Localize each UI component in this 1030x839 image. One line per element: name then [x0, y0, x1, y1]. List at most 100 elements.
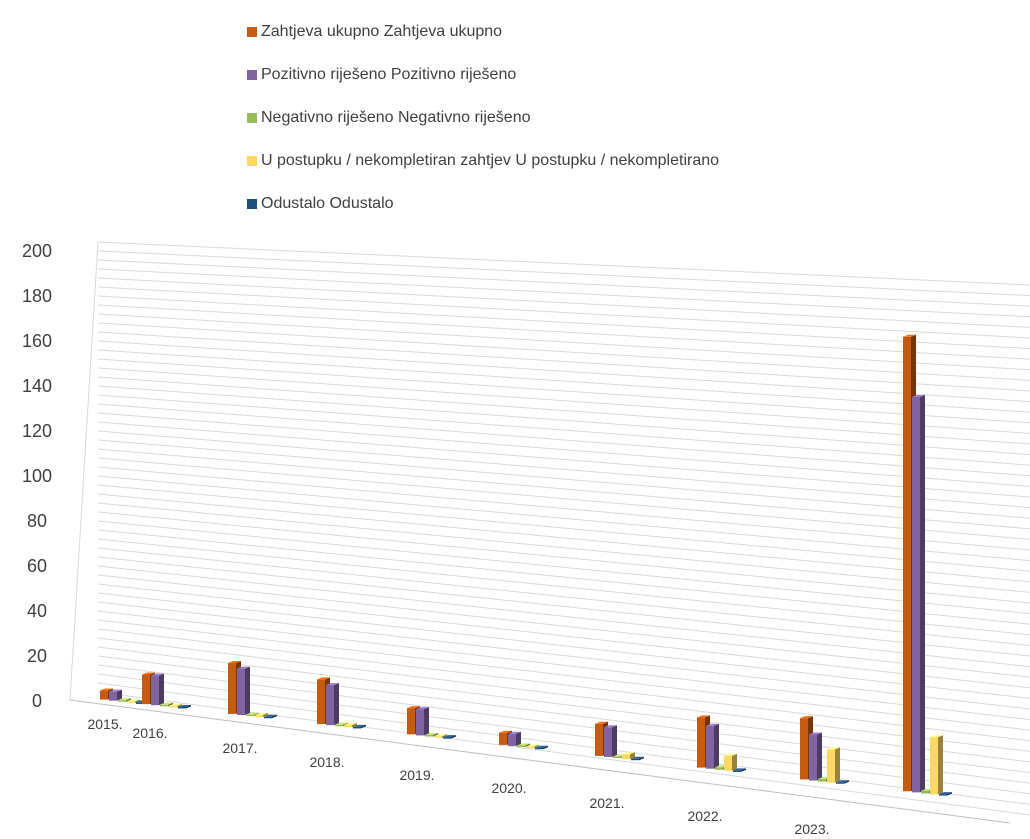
gridline — [97, 664, 1030, 784]
gridline — [97, 583, 1030, 689]
bar-top — [604, 725, 617, 728]
gridline — [97, 241, 1030, 286]
y-tick-label: 200 — [22, 241, 52, 261]
x-tick-label: 2020. — [491, 780, 526, 796]
y-tick-label: 140 — [22, 376, 52, 396]
bar-side — [630, 752, 635, 760]
bar — [425, 735, 433, 737]
bar — [836, 782, 844, 784]
bar-side — [534, 744, 539, 749]
bar-top — [508, 731, 521, 734]
bar — [724, 755, 732, 771]
gridline — [97, 511, 1030, 604]
bar-side — [835, 747, 840, 783]
bar — [416, 709, 424, 736]
bar-top — [434, 734, 447, 737]
bar-top — [264, 714, 277, 717]
gridline — [97, 421, 1030, 498]
bar-top — [499, 730, 512, 733]
bar-top — [595, 721, 608, 724]
gridline — [97, 412, 1030, 487]
bar-top — [733, 768, 746, 771]
gridline — [97, 385, 1030, 456]
bar — [127, 701, 135, 703]
bar — [733, 770, 741, 772]
bar — [622, 754, 630, 760]
gridline — [97, 286, 1030, 339]
bar-top — [228, 660, 241, 663]
bar — [827, 749, 835, 783]
bar — [136, 702, 144, 704]
bar-top — [407, 706, 420, 709]
bar — [109, 691, 117, 701]
bar-side — [525, 743, 530, 748]
bar-top — [127, 699, 140, 702]
bar-top — [416, 707, 429, 710]
legend-item-u-postupku: U postupku / nekompletiran zahtjev U pos… — [247, 139, 719, 182]
bar — [535, 747, 543, 750]
bar-side — [334, 683, 339, 726]
bar — [317, 679, 325, 725]
bar-top — [255, 712, 268, 715]
gridline — [97, 610, 1030, 721]
bar — [604, 727, 612, 757]
bar — [237, 668, 245, 716]
gridline — [97, 268, 1030, 318]
bar-top — [353, 724, 366, 727]
bar — [326, 685, 334, 726]
bar-top — [100, 688, 113, 691]
bar — [353, 726, 361, 729]
legend-label-negativno: Negativno riješeno Negativno riješeno — [261, 108, 531, 126]
x-tick-label: 2015. — [87, 716, 122, 732]
legend-swatch-zahtjeva-ukupno — [247, 26, 257, 37]
gridline — [97, 619, 1030, 731]
gridline — [97, 691, 1030, 816]
bar — [151, 675, 159, 706]
bar-top — [706, 723, 719, 726]
bar — [526, 746, 534, 749]
floor-front-edge — [69, 699, 1011, 824]
gridline — [97, 439, 1030, 519]
bar-side — [817, 732, 822, 781]
gridline — [97, 538, 1030, 636]
bar-top — [517, 743, 530, 746]
gridline — [97, 295, 1030, 350]
gridline — [97, 322, 1030, 381]
gridline — [97, 556, 1030, 657]
legend-label-odustalo: Odustalo Odustalo — [261, 194, 394, 212]
bar-side — [516, 731, 521, 746]
gridlines — [69, 241, 1030, 816]
y-tick-label: 160 — [22, 331, 52, 351]
y-tick-label: 100 — [22, 466, 52, 486]
bar — [169, 705, 177, 708]
bar-side — [126, 698, 131, 702]
bar-top — [237, 666, 250, 669]
bar-top — [903, 334, 916, 337]
bar-top — [697, 715, 710, 718]
x-tick-label: 2021. — [589, 795, 624, 811]
chart-legend: Zahtjeva ukupno Zahtjeva ukupno Pozitivn… — [247, 10, 719, 225]
bar — [407, 708, 415, 735]
gridline — [97, 403, 1030, 477]
bar-side — [732, 753, 737, 771]
gridline — [97, 592, 1030, 699]
bar — [912, 397, 920, 793]
bar-top — [246, 712, 259, 715]
bar-top — [142, 672, 155, 675]
gridline — [97, 277, 1030, 328]
x-tick-label: 2016. — [132, 725, 167, 741]
bar — [613, 756, 621, 759]
bar-top — [151, 673, 164, 676]
bar-side — [263, 712, 268, 718]
bar-top — [724, 753, 737, 756]
bar-top — [109, 689, 122, 692]
bar — [160, 704, 168, 707]
gridline — [97, 682, 1030, 805]
bar-side — [159, 673, 164, 706]
gridline — [97, 493, 1030, 583]
y-axis-ticks: 0 20 40 60 80 100 120 140 160 180 200 — [22, 241, 52, 711]
x-tick-label: Total — [906, 836, 936, 839]
bar-side — [245, 666, 250, 716]
legend-label-zahtjeva-ukupno: Zahtjeva ukupno Zahtjeva ukupno — [261, 22, 503, 40]
